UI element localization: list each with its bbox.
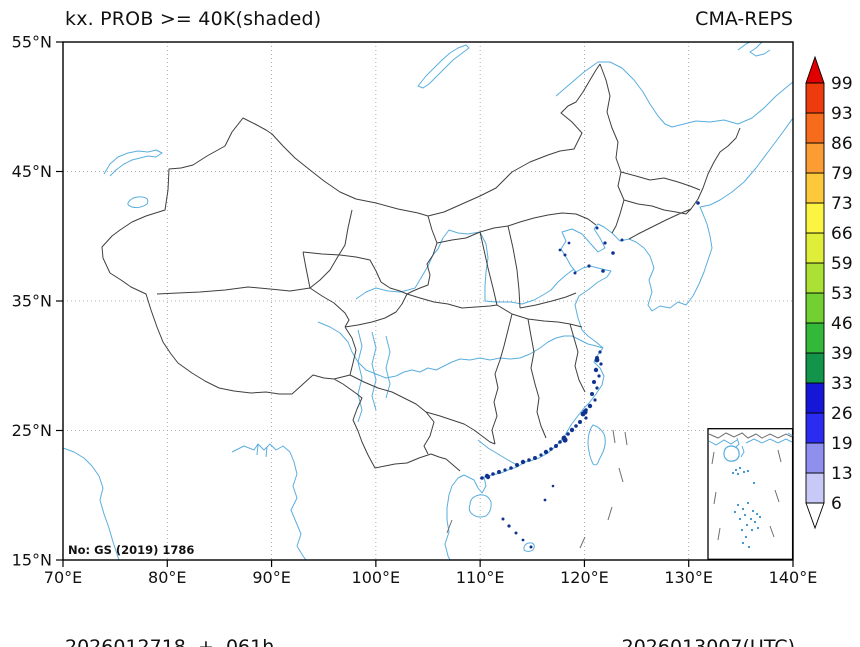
y-tick-label: 25°N bbox=[12, 421, 52, 440]
x-tick-label: 80°E bbox=[148, 568, 186, 587]
colorbar-level-label: 99 bbox=[831, 74, 853, 94]
dash-segments bbox=[446, 429, 628, 549]
colorbar-level-label: 13 bbox=[831, 464, 853, 484]
inset-dashes bbox=[711, 449, 782, 541]
south-china-sea-inset bbox=[707, 428, 794, 560]
colorbar-level-label: 53 bbox=[831, 284, 853, 304]
coastlines-rivers-lakes bbox=[63, 42, 793, 560]
colorbar-level-label: 6 bbox=[831, 494, 842, 514]
sea-of-japan-korea-coast bbox=[628, 117, 793, 312]
colorbar-level-label: 93 bbox=[831, 104, 853, 124]
amur-river bbox=[555, 61, 793, 128]
valid-times: 2026013007(UTC) 2026013015(CST) bbox=[622, 587, 795, 647]
yangtze-river bbox=[317, 321, 604, 379]
y-tick-label: 35°N bbox=[12, 292, 52, 311]
x-tick-label: 140°E bbox=[769, 568, 818, 587]
valid-time-utc: 2026013007(UTC) bbox=[621, 636, 795, 647]
x-tick-label: 130°E bbox=[664, 568, 713, 587]
lake-baikal bbox=[417, 44, 470, 89]
bay-of-bengal-coast bbox=[231, 443, 307, 560]
nine-dash-line bbox=[446, 429, 628, 549]
colorbar-level-label: 86 bbox=[831, 134, 853, 154]
inset-frame bbox=[707, 428, 794, 560]
south-china-sea-islet bbox=[523, 542, 535, 552]
x-tick-label: 100°E bbox=[352, 568, 401, 587]
y-tick-label: 45°N bbox=[12, 162, 52, 181]
axis-ticks bbox=[56, 41, 794, 567]
pearl-river bbox=[477, 439, 518, 466]
axis-tick-labels: 70°E 80°E 90°E 100°E 110°E 120°E 130°E 140°E 55°… bbox=[12, 33, 818, 588]
colorbar-level-label: 79 bbox=[831, 164, 853, 184]
map-license-label: No: GS (2019) 1786 bbox=[68, 543, 195, 557]
inset-coast-gray bbox=[708, 432, 793, 439]
x-tick-label: 70°E bbox=[44, 568, 82, 587]
colorbar-level-label: 59 bbox=[831, 254, 853, 274]
y-tick-label: 55°N bbox=[12, 33, 52, 52]
china-borders bbox=[101, 63, 741, 472]
inset-coast-blue bbox=[708, 432, 793, 458]
china-coastline bbox=[444, 223, 630, 560]
probability-shading bbox=[480, 201, 700, 549]
colorbar-level-label: 46 bbox=[831, 314, 853, 334]
colorbar-level-label: 26 bbox=[831, 404, 853, 424]
colorbar-level-label: 19 bbox=[831, 434, 853, 454]
lake-issyk-kul bbox=[127, 196, 149, 209]
inset-hainan bbox=[723, 445, 740, 462]
yunnan-rivers bbox=[357, 329, 391, 423]
x-tick-label: 90°E bbox=[252, 568, 290, 587]
x-tick-label: 110°E bbox=[456, 568, 505, 587]
model-label: CMA-REPS bbox=[695, 8, 793, 30]
colorbar-level-label: 66 bbox=[831, 224, 853, 244]
india-coast bbox=[63, 447, 120, 560]
inset-islands bbox=[731, 466, 762, 549]
graticule-gridlines bbox=[63, 42, 793, 560]
colorbar-level-label: 73 bbox=[831, 194, 853, 214]
init-time-utc: 2026012718 + 061h bbox=[65, 636, 275, 647]
probability-colorbar: 6 13 19 26 33 39 46 53 59 66 73 79 86 93 99 bbox=[805, 55, 853, 530]
colorbar-level-label: 39 bbox=[831, 344, 853, 364]
country-province-borders bbox=[101, 63, 741, 472]
x-tick-label: 120°E bbox=[560, 568, 609, 587]
lake-balkhash bbox=[103, 149, 163, 177]
colorbar-level-label: 33 bbox=[831, 374, 853, 394]
yellow-river bbox=[355, 229, 575, 305]
page-title: kx. PROB >= 40K(shaded) bbox=[65, 8, 322, 30]
y-tick-label: 15°N bbox=[12, 551, 52, 570]
hainan-island bbox=[468, 494, 492, 518]
init-times: 2026012718 + 061h 2026012802 + 061h bbox=[65, 587, 274, 647]
taiwan-island bbox=[587, 424, 606, 466]
